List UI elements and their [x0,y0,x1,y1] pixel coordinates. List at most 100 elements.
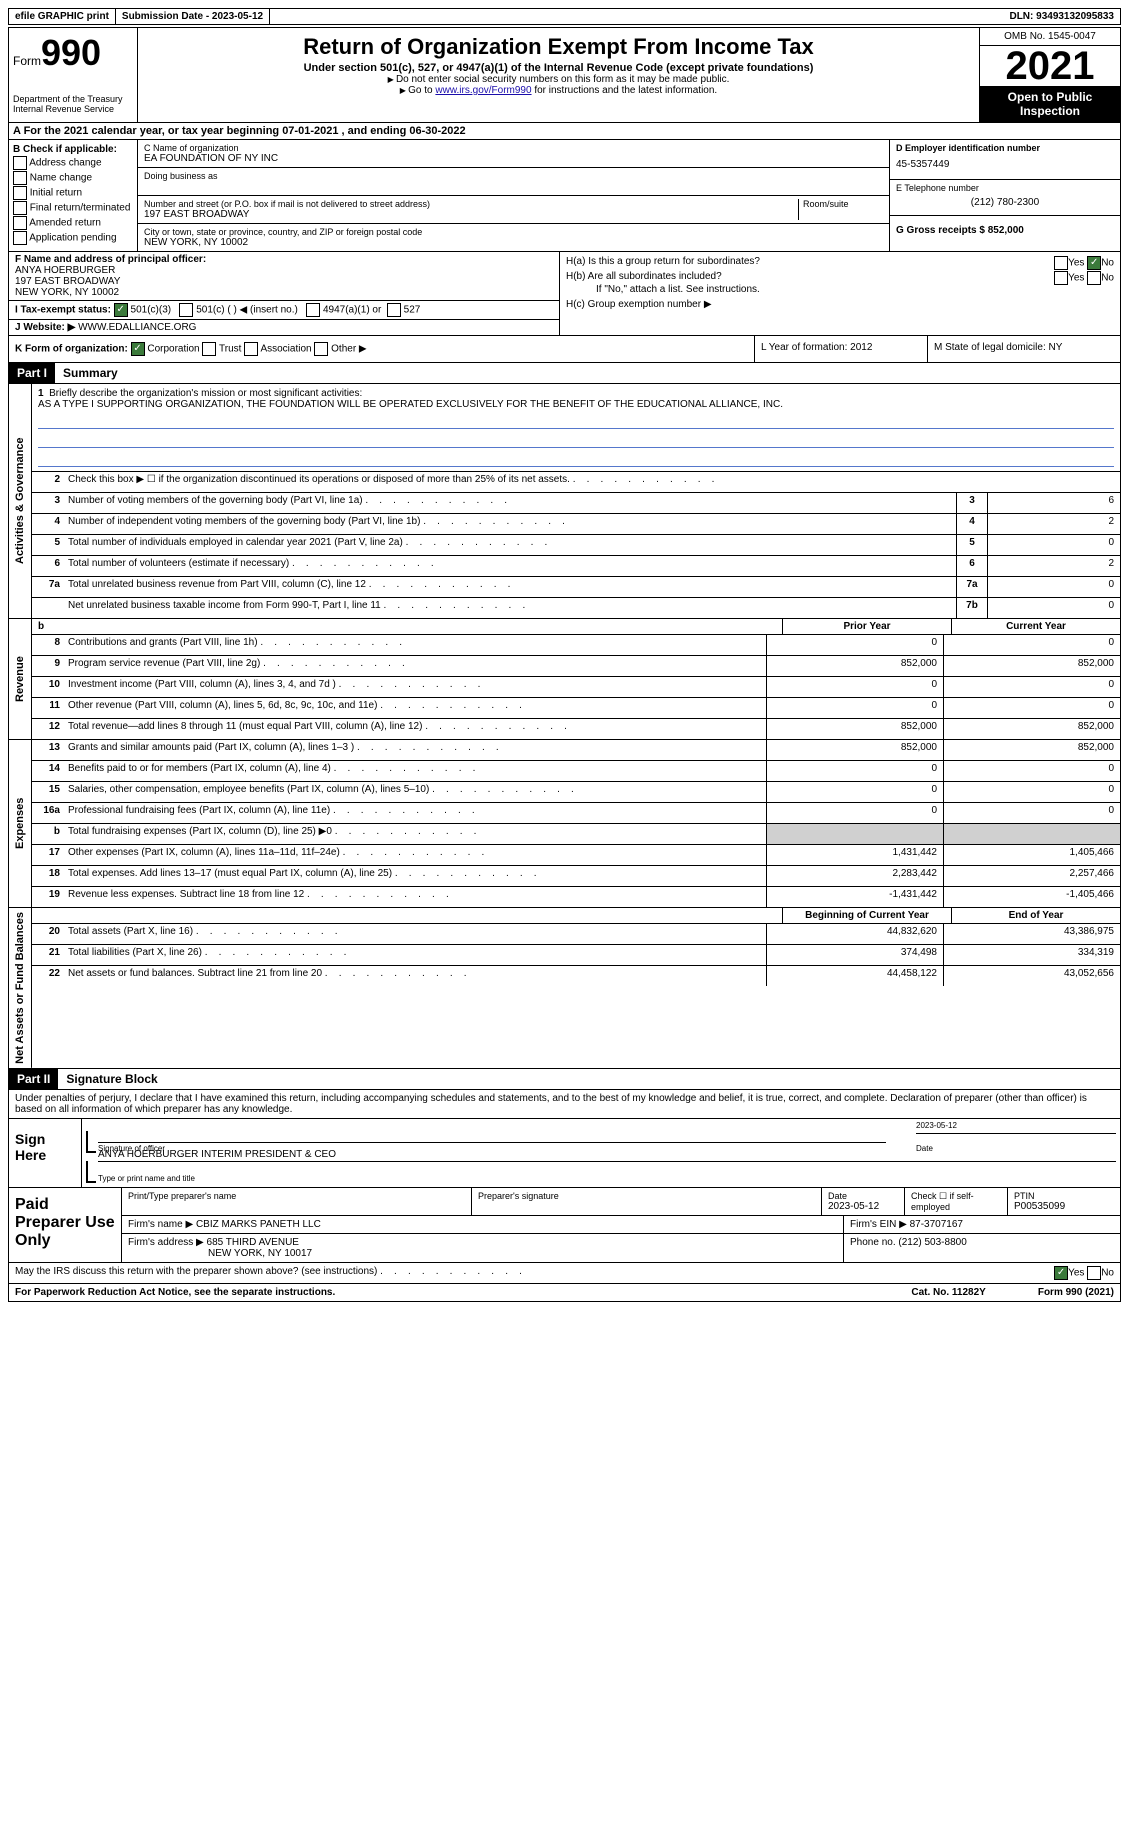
table-row: 6Total number of volunteers (estimate if… [32,556,1120,577]
form-number: 990 [41,32,101,74]
phone: (212) 780-2300 [896,193,1114,212]
table-row: 9Program service revenue (Part VIII, lin… [32,656,1120,677]
check-ha-yes[interactable] [1054,256,1068,270]
row-fj: F Name and address of principal officer:… [8,252,1121,336]
addr-label: Number and street (or P.O. box if mail i… [144,199,798,209]
check-amended[interactable]: Amended return [13,216,133,230]
phone-label: E Telephone number [896,183,1114,193]
state-domicile: M State of legal domicile: NY [928,336,1120,362]
firm-ein: Firm's EIN ▶ 87-3707167 [844,1216,1120,1233]
principal-officer: F Name and address of principal officer:… [9,252,559,301]
header-center: Return of Organization Exempt From Incom… [138,28,980,122]
form-title: Return of Organization Exempt From Incom… [146,34,971,60]
ein-label: D Employer identification number [896,143,1114,153]
check-corp[interactable]: ✓ [131,342,145,356]
form-header: Form 990 Department of the Treasury Inte… [8,27,1121,123]
current-year-header: Current Year [951,619,1120,634]
col-b: B Check if applicable: Address change Na… [9,140,138,251]
table-row: 22Net assets or fund balances. Subtract … [32,966,1120,986]
street-address: 197 EAST BROADWAY [144,209,798,220]
check-501c3[interactable]: ✓ [114,303,128,317]
part-2-header: Part II Signature Block [8,1069,1121,1090]
org-name-label: C Name of organization [144,143,883,153]
submission-date: Submission Date - 2023-05-12 [116,9,270,24]
end-year-header: End of Year [951,908,1120,923]
efile-label[interactable]: efile GRAPHIC print [9,9,116,24]
check-app-pending[interactable]: Application pending [13,231,133,245]
table-row: 5Total number of individuals employed in… [32,535,1120,556]
check-527[interactable] [387,303,401,317]
note-1: Do not enter social security numbers on … [146,74,971,85]
irs-discuss: May the IRS discuss this return with the… [8,1263,1121,1284]
check-4947[interactable] [306,303,320,317]
check-hb-no[interactable] [1087,271,1101,285]
expenses-section: Expenses 13Grants and similar amounts pa… [8,740,1121,908]
tax-exempt-status: I Tax-exempt status: ✓ 501(c)(3) 501(c) … [9,301,559,320]
irs-link[interactable]: www.irs.gov/Form990 [435,85,531,96]
table-row: 18Total expenses. Add lines 13–17 (must … [32,866,1120,887]
check-501c[interactable] [179,303,193,317]
year-formation: L Year of formation: 2012 [755,336,928,362]
top-bar: efile GRAPHIC print Submission Date - 20… [8,8,1121,25]
header-right: OMB No. 1545-0047 2021 Open to Public In… [980,28,1120,122]
vtab-net-assets: Net Assets or Fund Balances [9,908,32,1068]
row-k: K Form of organization: ✓ Corporation Tr… [8,336,1121,363]
form-subtitle: Under section 501(c), 527, or 4947(a)(1)… [146,62,971,74]
col-c: C Name of organization EA FOUNDATION OF … [138,140,890,251]
website: WWW.EDALLIANCE.ORG [78,322,196,333]
check-discuss-no[interactable] [1087,1266,1101,1280]
activities-governance: Activities & Governance 1 Briefly descri… [8,384,1121,619]
check-ha-no[interactable]: ✓ [1087,256,1101,270]
table-row: 20Total assets (Part X, line 16)44,832,6… [32,924,1120,945]
officer-name: ANYA HOERBURGER INTERIM PRESIDENT & CEO … [98,1161,1116,1183]
pra-notice: For Paperwork Reduction Act Notice, see … [9,1284,905,1301]
dept-label: Department of the Treasury [13,94,133,104]
revenue-section: Revenue b Prior Year Current Year 8Contr… [8,619,1121,740]
firm-name: CBIZ MARKS PANETH LLC [196,1219,321,1230]
signature-declaration: Under penalties of perjury, I declare th… [8,1090,1121,1119]
check-self-employed[interactable]: Check ☐ if self-employed [911,1191,1001,1212]
room-label: Room/suite [803,199,883,209]
table-row: 12Total revenue—add lines 8 through 11 (… [32,719,1120,739]
prior-year-header: Prior Year [782,619,951,634]
net-assets-section: Net Assets or Fund Balances Beginning of… [8,908,1121,1069]
form-label-footer: Form 990 (2021) [1032,1284,1120,1301]
vtab-revenue: Revenue [9,619,32,739]
check-hb-yes[interactable] [1054,271,1068,285]
table-row: 3Number of voting members of the governi… [32,493,1120,514]
ein: 45-5357449 [896,153,1114,176]
table-row: Net unrelated business taxable income fr… [32,598,1120,618]
check-trust[interactable] [202,342,216,356]
check-discuss-yes[interactable]: ✓ [1054,1266,1068,1280]
mission-text: AS A TYPE I SUPPORTING ORGANIZATION, THE… [38,399,1114,410]
table-row: 8Contributions and grants (Part VIII, li… [32,635,1120,656]
table-row: 10Investment income (Part VIII, column (… [32,677,1120,698]
check-other[interactable] [314,342,328,356]
tax-year: 2021 [980,46,1120,86]
table-row: 2Check this box ▶ ☐ if the organization … [32,472,1120,493]
header-left: Form 990 Department of the Treasury Inte… [9,28,138,122]
table-row: 13Grants and similar amounts paid (Part … [32,740,1120,761]
city-label: City or town, state or province, country… [144,227,883,237]
paid-preparer: Paid Preparer Use Only Print/Type prepar… [8,1188,1121,1263]
table-row: 16aProfessional fundraising fees (Part I… [32,803,1120,824]
note-2: Go to www.irs.gov/Form990 for instructio… [146,85,971,96]
dba-label: Doing business as [144,171,883,181]
check-name-change[interactable]: Name change [13,171,133,185]
table-row: 21Total liabilities (Part X, line 26)374… [32,945,1120,966]
table-row: 11Other revenue (Part VIII, column (A), … [32,698,1120,719]
table-row: bTotal fundraising expenses (Part IX, co… [32,824,1120,845]
begin-year-header: Beginning of Current Year [782,908,951,923]
city-state-zip: NEW YORK, NY 10002 [144,237,883,248]
irs-label: Internal Revenue Service [13,104,133,114]
check-address-change[interactable]: Address change [13,156,133,170]
check-assoc[interactable] [244,342,258,356]
form-word: Form [13,54,41,68]
check-initial-return[interactable]: Initial return [13,186,133,200]
check-final-return[interactable]: Final return/terminated [13,201,133,215]
info-grid: B Check if applicable: Address change Na… [8,140,1121,252]
cat-no: Cat. No. 11282Y [905,1284,991,1301]
part-1-header: Part I Summary [8,363,1121,384]
dln: DLN: 93493132095833 [1003,9,1120,24]
col-d: D Employer identification number 45-5357… [890,140,1120,251]
